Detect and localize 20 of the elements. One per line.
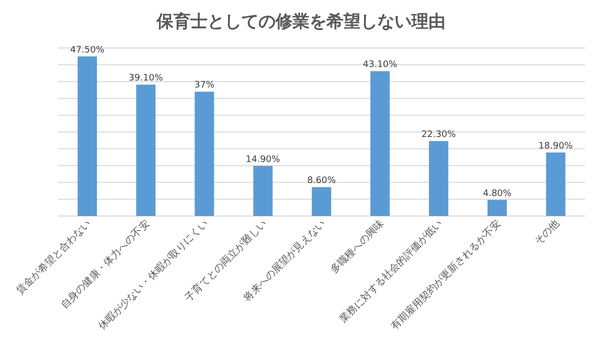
bar (546, 152, 566, 216)
bar (370, 71, 390, 216)
bar (488, 200, 507, 216)
data-label: 8.60% (307, 176, 336, 186)
bar (78, 56, 97, 216)
bar (136, 84, 156, 216)
data-label: 37% (194, 80, 215, 91)
data-label: 39.10% (128, 74, 164, 84)
x-tick-label: その他 (532, 218, 562, 248)
data-label: 14.90% (246, 154, 281, 165)
data-label: 18.90% (538, 141, 574, 152)
bar (312, 187, 332, 216)
bar (428, 141, 448, 216)
data-label: 22.30% (421, 130, 456, 140)
bar (194, 92, 214, 216)
data-label: 47.50% (70, 45, 105, 56)
data-label: 43.10% (362, 60, 398, 70)
data-label: 4.80% (482, 188, 512, 199)
chart-title: 保育士としての修業を希望しない理由 (156, 11, 446, 32)
bar (253, 166, 273, 216)
